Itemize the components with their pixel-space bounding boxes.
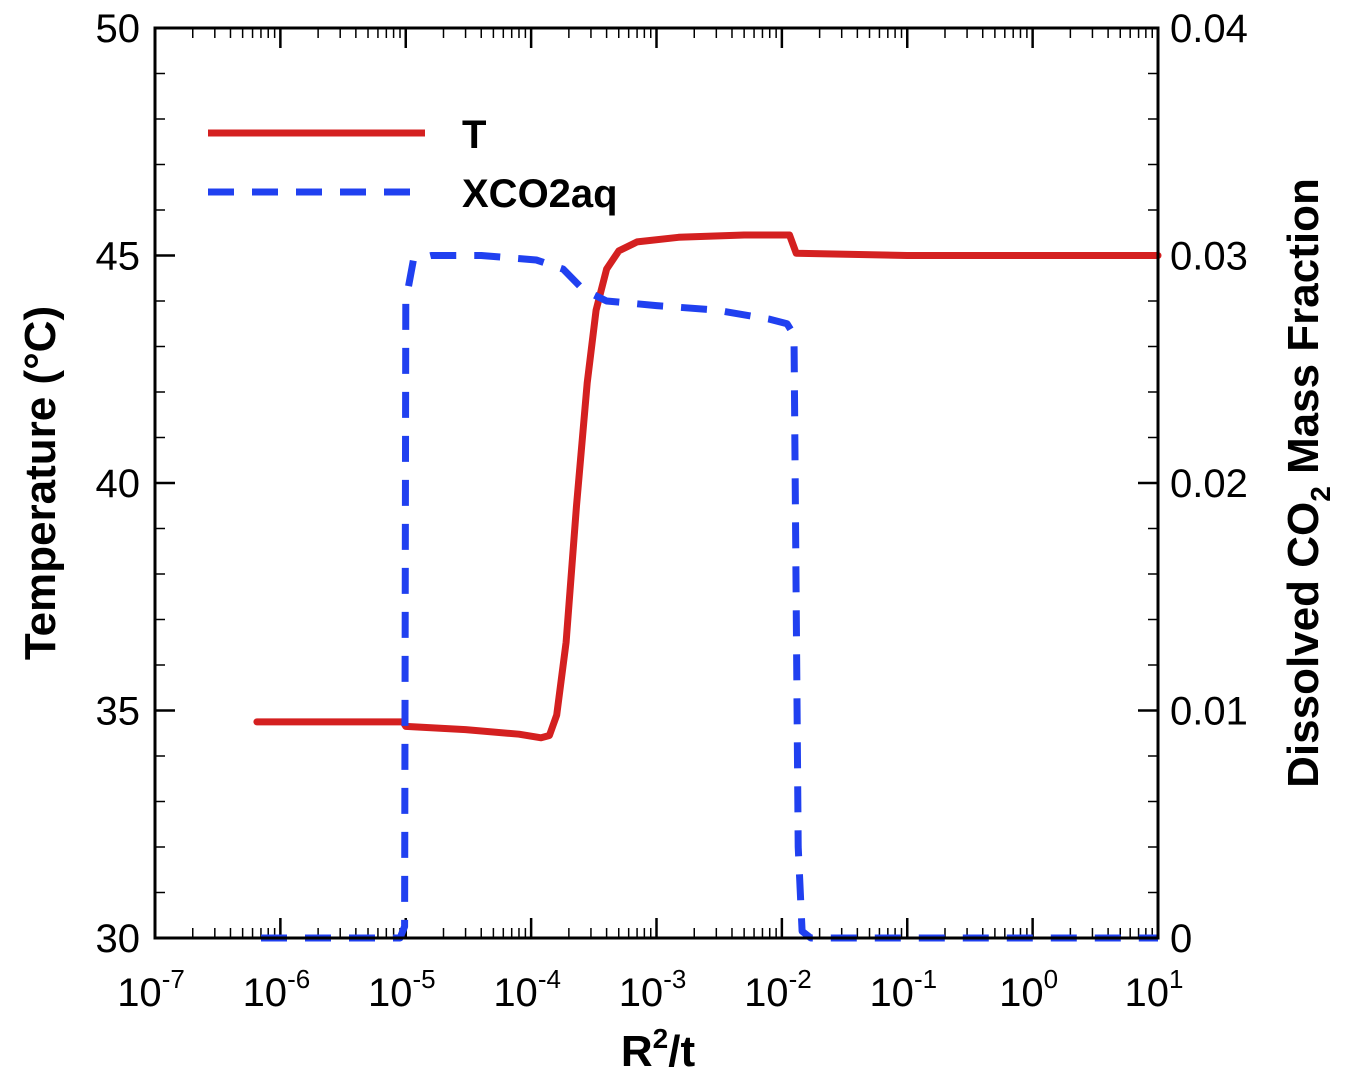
x-axis-title-rest: /t — [668, 1027, 695, 1076]
x-tick-label: 10-4 — [493, 964, 561, 1015]
legend-label-xco2aq: XCO2aq — [462, 172, 618, 216]
x-tick-label: 100 — [999, 964, 1058, 1015]
legend-label-t: T — [462, 113, 486, 157]
x-tick-label: 10-1 — [869, 964, 937, 1015]
series-layer — [253, 231, 1162, 942]
x-tick-label: 10-6 — [243, 964, 311, 1015]
x-tick-label-base: 10 — [744, 971, 789, 1015]
y-axis-right-title-pre: Dissolved CO — [1279, 502, 1328, 788]
x-tick-label-exp: -2 — [789, 964, 812, 994]
y-left-tick-label: 40 — [96, 462, 141, 506]
x-tick-label-base: 10 — [493, 971, 538, 1015]
series-line-t — [253, 231, 1162, 742]
x-axis-title-main: R — [621, 1027, 653, 1076]
x-tick-label-base: 10 — [869, 971, 914, 1015]
y-right-tick-labels: 0 0.01 0.02 0.03 0.04 — [1170, 7, 1248, 961]
y-axis-left-title: Temperature (°C) — [16, 306, 65, 660]
minor-ticks — [155, 28, 1158, 938]
x-tick-label: 10-2 — [744, 964, 812, 1015]
x-tick-label-exp: -7 — [162, 964, 185, 994]
x-tick-label: 10-7 — [117, 964, 185, 1015]
x-tick-label-exp: -4 — [538, 964, 561, 994]
plot-frame — [153, 26, 1160, 940]
y-axis-right-title: Dissolved CO2 Mass Fraction — [1279, 178, 1336, 788]
x-tick-label-base: 10 — [117, 971, 162, 1015]
y-left-tick-labels: 30 35 40 45 50 — [96, 7, 141, 961]
y-left-tick-label: 30 — [96, 917, 141, 961]
x-tick-label-exp: -3 — [663, 964, 686, 994]
x-axis-title: R2/t — [621, 1023, 696, 1076]
series-line-xco2aq — [261, 252, 1158, 942]
y-right-tick-label: 0.04 — [1170, 7, 1248, 51]
x-tick-label-exp: -6 — [287, 964, 310, 994]
x-tick-labels: 10-7 10-6 10-5 10-4 10-3 10-2 10-1 100 101 — [117, 964, 1183, 1015]
x-tick-label-base: 10 — [619, 971, 664, 1015]
x-tick-label-base: 10 — [368, 971, 413, 1015]
x-tick-label-exp: -5 — [412, 964, 435, 994]
x-tick-label: 10-5 — [368, 964, 436, 1015]
y-left-tick-label: 50 — [96, 7, 141, 51]
x-tick-label: 101 — [1125, 964, 1184, 1015]
y-right-tick-label: 0.03 — [1170, 235, 1248, 279]
y-right-tick-label: 0.01 — [1170, 690, 1248, 734]
x-tick-label-exp: 1 — [1169, 964, 1183, 994]
x-tick-label: 10-3 — [619, 964, 687, 1015]
x-axis-title-sup: 2 — [653, 1023, 669, 1054]
y-axis-right-title-sub: 2 — [1305, 486, 1336, 502]
y-right-tick-label: 0.02 — [1170, 462, 1248, 506]
x-tick-label-exp: 0 — [1044, 964, 1058, 994]
x-tick-label-exp: -1 — [914, 964, 937, 994]
y-right-tick-label: 0 — [1170, 917, 1192, 961]
y-axis-right-title-post: Mass Fraction — [1279, 178, 1328, 486]
y-left-tick-label: 45 — [96, 235, 141, 279]
x-tick-label-base: 10 — [999, 971, 1044, 1015]
y-left-tick-label: 35 — [96, 690, 141, 734]
x-tick-label-base: 10 — [1125, 971, 1170, 1015]
legend: T XCO2aq — [208, 113, 618, 216]
major-ticks — [153, 26, 1160, 940]
x-tick-label-base: 10 — [243, 971, 288, 1015]
